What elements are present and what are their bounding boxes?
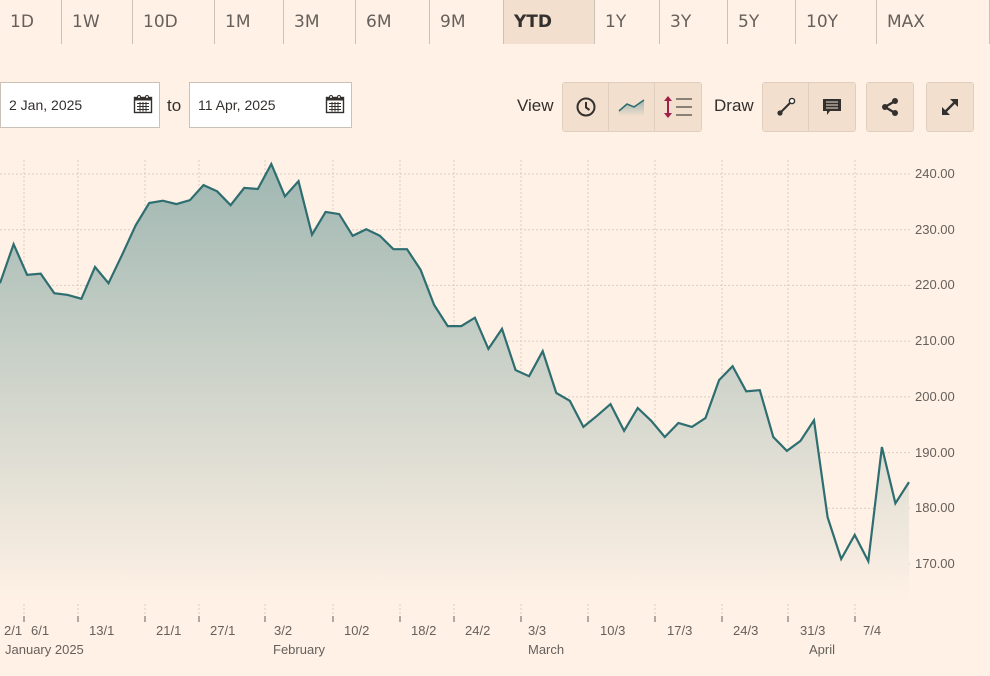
y-axis-scale-icon <box>664 96 692 118</box>
x-tick-label: 3/2 <box>274 623 293 638</box>
mountain-chart-icon <box>617 99 644 116</box>
x-month-label: March <box>528 642 565 657</box>
x-tick-label: 10/2 <box>344 623 370 638</box>
x-tick-label: 3/3 <box>528 623 547 638</box>
range-button-3m[interactable]: 3M <box>284 0 356 44</box>
end-date-value: 11 Apr, 2025 <box>198 97 276 113</box>
range-button-9m[interactable]: 9M <box>430 0 504 44</box>
draw-label: Draw <box>714 96 754 115</box>
line-draw-icon <box>776 97 795 116</box>
x-month-label: April <box>809 642 836 657</box>
y-tick-label: 180.00 <box>915 500 955 516</box>
fullscreen-button-group <box>926 82 974 132</box>
x-tick-label: 13/1 <box>89 623 115 638</box>
x-tick-label: 10/3 <box>600 623 626 638</box>
clock-icon <box>576 97 595 117</box>
y-tick-label: 210.00 <box>915 333 955 349</box>
price-area-fill <box>0 164 909 603</box>
view-label: View <box>517 96 554 115</box>
x-tick-label: 6/1 <box>31 623 50 638</box>
range-button-ytd[interactable]: YTD <box>504 0 595 44</box>
x-month-label: January 2025 <box>5 642 84 657</box>
range-button-3y[interactable]: 3Y <box>660 0 728 44</box>
to-label: to <box>167 96 182 115</box>
range-button-1d[interactable]: 1D <box>0 0 62 44</box>
x-tick-label: 27/1 <box>210 623 236 638</box>
fullscreen-button[interactable] <box>927 83 973 131</box>
y-tick-label: 240.00 <box>915 166 955 181</box>
range-button-1y[interactable]: 1Y <box>595 0 660 44</box>
view-button-group <box>562 82 702 132</box>
draw-line-button[interactable] <box>763 83 809 131</box>
share-icon <box>882 98 898 116</box>
expand-icon <box>942 99 958 115</box>
start-date-input[interactable]: 2 Jan, 2025 <box>0 82 160 128</box>
range-button-6m[interactable]: 6M <box>356 0 430 44</box>
price-line <box>0 161 910 565</box>
range-button-5y[interactable]: 5Y <box>728 0 796 44</box>
x-tick-label: 24/3 <box>733 623 759 638</box>
annotation-button[interactable] <box>809 83 855 131</box>
x-tick-label: 21/1 <box>156 623 182 638</box>
range-selector: 1D 1W 10D 1M 3M 6M 9M YTD 1Y 3Y 5Y 10Y MAX <box>0 0 990 44</box>
y-tick-label: 220.00 <box>915 277 955 293</box>
y-tick-label: 170.00 <box>915 556 955 571</box>
x-tick-label: 17/3 <box>667 623 693 638</box>
calendar-icon[interactable] <box>325 94 345 114</box>
range-button-1w[interactable]: 1W <box>62 0 133 44</box>
y-tick-label: 230.00 <box>915 221 955 237</box>
x-tick-label: 7/4 <box>863 623 882 638</box>
x-tick-label: 24/2 <box>465 623 491 638</box>
x-tick-label: 18/2 <box>411 623 437 638</box>
x-tick-label: 2/1 <box>4 623 23 638</box>
draw-button-group <box>762 82 856 132</box>
x-tick-label: 31/3 <box>800 623 826 638</box>
annotation-icon <box>823 99 841 115</box>
share-button-group <box>866 82 914 132</box>
range-button-10y[interactable]: 10Y <box>796 0 877 44</box>
x-month-label: February <box>273 642 326 657</box>
y-tick-label: 190.00 <box>915 444 955 460</box>
end-date-input[interactable]: 11 Apr, 2025 <box>189 82 352 128</box>
range-button-max[interactable]: MAX <box>877 0 990 44</box>
price-chart[interactable] <box>0 150 990 676</box>
start-date-value: 2 Jan, 2025 <box>9 97 83 113</box>
range-button-1m[interactable]: 1M <box>215 0 284 44</box>
time-view-button[interactable] <box>563 83 609 131</box>
calendar-icon[interactable] <box>133 94 153 114</box>
y-axis-scale-button[interactable] <box>655 83 701 131</box>
range-button-10d[interactable]: 10D <box>133 0 215 44</box>
y-tick-label: 200.00 <box>915 388 955 404</box>
chart-type-button[interactable] <box>609 83 655 131</box>
share-button[interactable] <box>867 83 913 131</box>
